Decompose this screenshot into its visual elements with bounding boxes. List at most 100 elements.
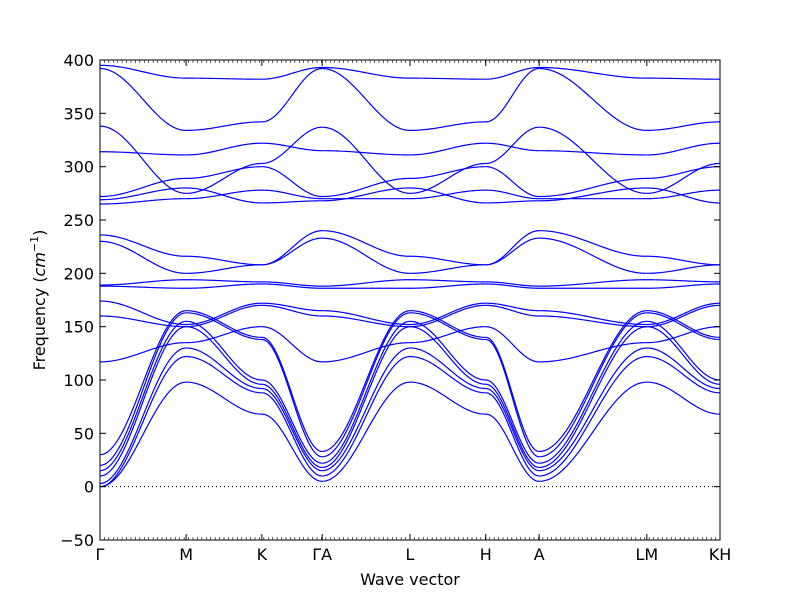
- band-line-seg7-b20: [646, 77, 720, 80]
- band-line-seg5-b5: [485, 338, 540, 458]
- band-line-seg6-b8: [539, 315, 647, 328]
- band-line-seg1-b13: [186, 255, 262, 266]
- band-line-seg5-b2: [485, 387, 540, 472]
- band-line-seg6-b7: [539, 342, 647, 363]
- band-line-seg7-b10: [646, 283, 721, 289]
- band-line-seg5-b8: [485, 304, 540, 317]
- band-line-seg7-b7: [646, 326, 721, 344]
- band-line-seg3-b1: [322, 355, 411, 477]
- band-line-seg0-b1: [99, 355, 187, 488]
- band-line-seg2-b17: [261, 142, 323, 152]
- band-line-seg4-b2: [409, 347, 486, 390]
- band-line-seg0-b20: [99, 64, 187, 79]
- band-line-seg5-b1: [485, 392, 540, 477]
- band-line-seg1-b6: [186, 310, 262, 338]
- band-line-seg2-b20: [261, 66, 323, 80]
- y-tick-labels: −50 0 50 100 150 200 250 300 350 400: [60, 51, 94, 550]
- band-line-seg3-b2: [322, 347, 411, 472]
- x-axis-label: Wave vector: [360, 570, 460, 589]
- band-line-seg1-b5: [186, 312, 262, 341]
- band-line-seg4-b5: [409, 312, 486, 341]
- band-line-seg7-b17: [646, 142, 721, 156]
- band-line-seg0-b9: [99, 300, 187, 326]
- band-line-seg6-b13: [539, 230, 647, 257]
- band-line-seg6-b6: [539, 310, 647, 453]
- band-line-seg5-b13: [485, 230, 540, 266]
- band-line-seg0-b7: [99, 342, 187, 363]
- band-line-seg1-b16: [186, 166, 262, 179]
- band-line-seg1-b15: [186, 187, 262, 204]
- band-line-seg0-b14: [99, 198, 187, 205]
- band-line-seg4-b14: [409, 189, 486, 200]
- band-line-seg0-b13: [99, 234, 187, 257]
- band-line-seg7-b14: [646, 189, 721, 200]
- band-line-seg0-b0: [99, 381, 187, 488]
- band-line-seg0-b16: [99, 177, 187, 198]
- x-tick-label-1: M: [179, 545, 193, 564]
- band-line-seg2-b1: [261, 392, 323, 477]
- band-line-seg1-b20: [186, 77, 262, 80]
- y-axis-label-close: ): [30, 230, 49, 236]
- band-line-seg3-b7: [322, 342, 411, 363]
- band-line-seg5-b20: [485, 66, 540, 80]
- band-line-seg7-b3: [646, 326, 721, 385]
- band-line-seg7-b11: [646, 279, 721, 283]
- band-line-seg5-b19: [485, 67, 540, 123]
- band-line-seg4-b12: [409, 264, 486, 274]
- band-line-seg2-b3: [261, 383, 323, 469]
- x-tick-label-2: K: [257, 545, 268, 564]
- y-tick-label-5: 200: [63, 264, 94, 283]
- band-line-seg5-b6: [485, 336, 540, 453]
- band-line-seg6-b18: [539, 126, 647, 194]
- band-line-seg5-b9: [485, 302, 540, 312]
- band-line-seg2-b16: [261, 166, 323, 198]
- y-tick-label-6: 250: [63, 211, 94, 230]
- band-line-seg3-b0: [322, 381, 411, 482]
- x-tick-label-8: KH: [709, 545, 732, 564]
- band-line-seg4-b10: [409, 283, 486, 289]
- bands-layer: [99, 64, 721, 488]
- band-line-seg2-b10: [261, 283, 323, 289]
- band-line-seg3-b19: [322, 67, 411, 131]
- band-line-seg0-b12: [99, 240, 187, 274]
- band-line-seg1-b17: [186, 142, 262, 156]
- band-line-seg5-b11: [485, 281, 540, 287]
- band-line-seg4-b11: [409, 279, 486, 283]
- y-tick-label-2: 50: [74, 424, 94, 443]
- band-line-seg2-b0: [261, 413, 323, 482]
- ticks-layer: [99, 59, 721, 541]
- band-line-seg2-b8: [261, 304, 323, 317]
- y-axis-label-main: Frequency (: [30, 276, 49, 370]
- band-line-seg6-b9: [539, 310, 647, 326]
- band-line-seg7-b16: [646, 166, 721, 179]
- band-line-seg6-b5: [539, 312, 647, 458]
- x-tick-label-7: LM: [635, 545, 658, 564]
- band-line-seg7-b8: [646, 304, 721, 328]
- band-line-seg7-b6: [646, 310, 721, 338]
- band-line-seg5-b7: [485, 326, 540, 363]
- band-line-seg3-b20: [322, 66, 411, 79]
- band-line-seg6-b4: [539, 320, 647, 464]
- y-tick-label-3: 100: [63, 371, 94, 390]
- band-line-seg0-b18: [99, 125, 187, 194]
- y-axis-label-exp: −1: [28, 236, 41, 252]
- band-line-seg2-b14: [261, 189, 323, 200]
- y-tick-label-8: 350: [63, 104, 94, 123]
- y-tick-label-9: 400: [63, 51, 94, 70]
- band-line-seg5-b15: [485, 200, 540, 204]
- band-line-seg1-b7: [186, 326, 262, 344]
- band-line-seg1-b1: [186, 355, 262, 394]
- band-line-seg1-b14: [186, 189, 262, 200]
- band-line-seg6-b17: [539, 150, 647, 156]
- band-line-seg2-b2: [261, 387, 323, 472]
- x-tick-labels: Γ M K ΓA L H A LM KH: [96, 545, 732, 564]
- band-line-seg7-b5: [646, 312, 721, 341]
- band-line-seg7-b13: [646, 255, 721, 266]
- band-line-seg6-b0: [539, 381, 647, 482]
- band-line-seg2-b7: [261, 326, 323, 363]
- band-line-seg0-b11: [99, 279, 187, 286]
- band-line-seg1-b2: [186, 347, 262, 390]
- x-tick-label-6: A: [534, 545, 545, 564]
- band-line-seg3-b4: [322, 320, 411, 464]
- band-line-seg4-b8: [409, 304, 486, 328]
